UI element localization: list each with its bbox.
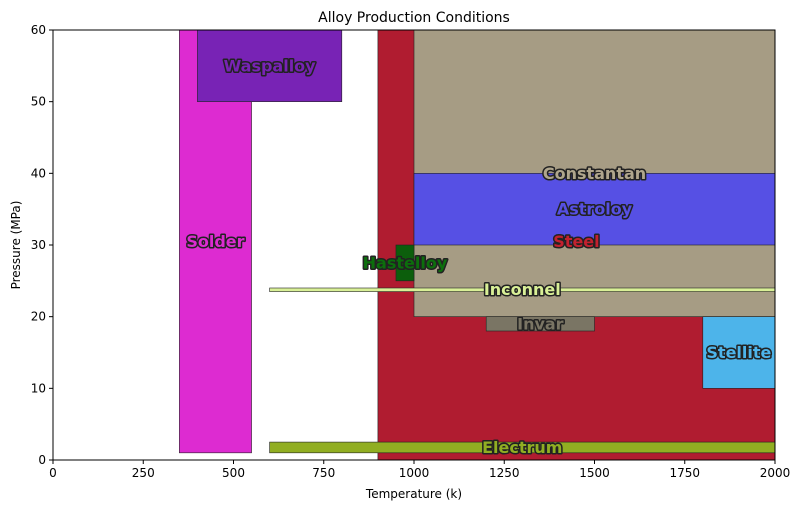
y-axis-ticks: 0 10 20 30 40 50 60 xyxy=(31,23,53,467)
x-axis-title: Temperature (k) xyxy=(365,487,462,501)
region-label-solder: Solder xyxy=(186,232,244,251)
region-waspalloy xyxy=(197,29,343,102)
y-tick-label: 50 xyxy=(31,95,46,109)
region-label-stellite: Stellite xyxy=(706,343,771,362)
x-tick-label: 1750 xyxy=(669,466,700,480)
y-tick-label: 20 xyxy=(31,310,46,324)
region-layer xyxy=(179,29,776,461)
region-labels: Steel Constantan Astroloy Solder Waspalloy Ha… xyxy=(185,55,773,459)
x-axis-ticks: 0 250 500 750 1000 1250 1500 1750 2000 xyxy=(49,460,790,480)
region-hastelloy xyxy=(395,244,415,282)
y-tick-label: 0 xyxy=(38,453,46,467)
chart-title: Alloy Production Conditions xyxy=(318,10,510,26)
x-tick-label: 500 xyxy=(222,466,245,480)
region-label-waspalloy: Waspalloy xyxy=(224,56,317,75)
region-label-inconnel: Inconnel xyxy=(484,280,561,299)
region-label-steel: Steel xyxy=(553,232,599,251)
region-label-astroloy: Astroloy xyxy=(557,200,633,219)
region-invar xyxy=(485,316,595,332)
x-tick-label: 1000 xyxy=(399,466,430,480)
region-label-electrum: Electrum xyxy=(482,438,562,457)
y-tick-label: 60 xyxy=(31,23,46,37)
x-tick-label: 1250 xyxy=(489,466,520,480)
y-axis-title: Pressure (MPa) xyxy=(9,201,23,290)
y-tick-label: 40 xyxy=(31,166,46,180)
x-tick-label: 2000 xyxy=(760,466,791,480)
region-label-hastelloy: Hastelloy xyxy=(363,253,448,272)
y-tick-label: 30 xyxy=(31,238,46,252)
region-astroloy xyxy=(413,173,776,246)
region-stellite xyxy=(702,316,776,389)
x-tick-label: 0 xyxy=(49,466,57,480)
x-tick-label: 250 xyxy=(132,466,155,480)
x-tick-label: 750 xyxy=(312,466,335,480)
y-tick-label: 10 xyxy=(31,381,46,395)
region-label-invar: Invar xyxy=(517,314,564,333)
region-label-constantan: Constantan xyxy=(543,164,646,183)
x-tick-label: 1500 xyxy=(579,466,610,480)
